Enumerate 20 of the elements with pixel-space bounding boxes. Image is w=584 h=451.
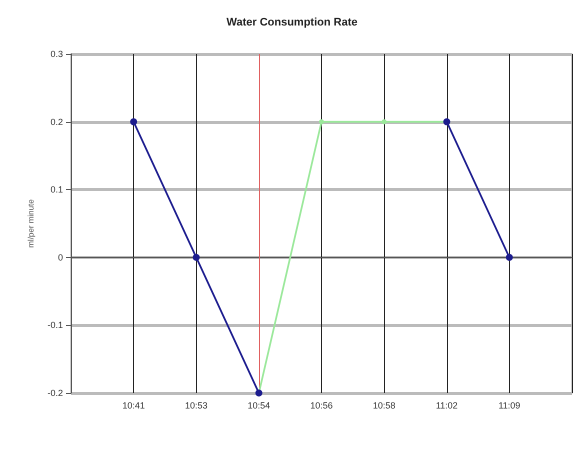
point (192, 254, 200, 261)
y-tick-label: 0.3 (50, 49, 63, 59)
x-tick-label: 11:02 (436, 400, 458, 410)
y-tick-label: 0 (58, 252, 63, 262)
point (130, 118, 138, 126)
point (319, 119, 324, 124)
y-tick-label: 0.1 (50, 184, 63, 195)
y-axis-title: ml/per minute (26, 198, 36, 248)
chart-title: Water Consumption Rate (226, 16, 358, 28)
y-tick-label: -0.1 (47, 320, 63, 330)
point (382, 119, 387, 124)
x-tick-label: 10:58 (372, 400, 396, 410)
x-tick-label: 10:56 (310, 400, 333, 410)
x-tick-label: 11:09 (498, 400, 520, 410)
y-tick-label: 0.2 (50, 116, 63, 127)
x-tick-label: 10:41 (122, 400, 145, 410)
y-tick-label: -0.2 (47, 388, 63, 398)
x-tick-label: 10:53 (184, 400, 208, 410)
point (506, 254, 513, 261)
x-tick-label: 10:54 (248, 400, 270, 410)
